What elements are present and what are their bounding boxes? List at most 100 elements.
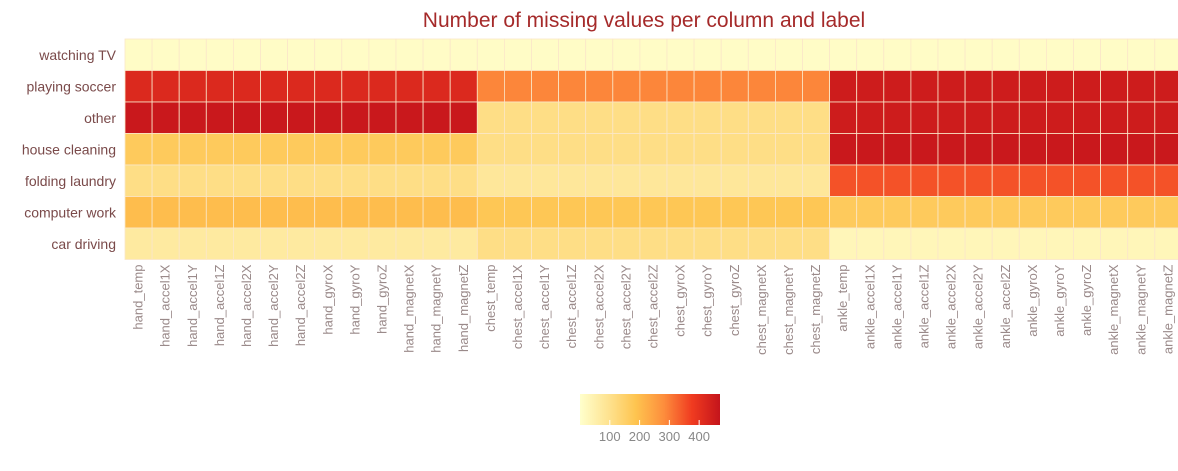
column-label: chest_accel1Y	[537, 264, 552, 349]
heatmap-cell	[124, 70, 153, 103]
heatmap-cell	[1127, 38, 1156, 71]
heatmap-cell	[314, 101, 343, 134]
heatmap-cell	[260, 101, 289, 134]
column-label: chest_accel1X	[510, 264, 525, 349]
heatmap-cell	[422, 70, 451, 103]
heatmap-cell	[341, 101, 370, 134]
heatmap-cell	[205, 227, 234, 260]
column-label: hand_gyroX	[320, 264, 335, 334]
heatmap-cell	[829, 38, 858, 71]
heatmap-cell	[1018, 164, 1047, 197]
heatmap-cell	[829, 101, 858, 134]
heatmap-cell	[693, 101, 722, 134]
heatmap-cell	[476, 38, 505, 71]
heatmap-cell	[585, 101, 614, 134]
heatmap-cell	[585, 70, 614, 103]
heatmap-cell	[693, 164, 722, 197]
heatmap-cell	[368, 101, 397, 134]
column-label: ankle_magnetY	[1133, 264, 1148, 355]
heatmap-cell	[693, 38, 722, 71]
heatmap-cell	[666, 227, 695, 260]
column-label: hand_accel2X	[239, 264, 254, 347]
heatmap-cell	[666, 70, 695, 103]
heatmap-cell	[775, 38, 803, 71]
heatmap-cell	[558, 38, 587, 71]
row-label: house cleaning	[22, 141, 116, 157]
heatmap-cell	[503, 133, 532, 166]
heatmap-cell	[1046, 101, 1074, 134]
heatmap-cell	[910, 164, 939, 197]
heatmap-cell	[883, 101, 912, 134]
heatmap-cell	[1018, 38, 1047, 71]
heatmap-cell	[232, 133, 261, 166]
heatmap-cell	[747, 133, 776, 166]
heatmap-cell	[151, 38, 180, 71]
heatmap-cell	[1018, 227, 1047, 260]
heatmap-cell	[178, 70, 207, 103]
heatmap-cell	[314, 38, 343, 71]
heatmap-cell	[531, 196, 560, 229]
heatmap-cell	[124, 196, 153, 229]
heatmap-cell	[205, 164, 234, 197]
column-label: ankle_accel2Y	[971, 264, 986, 349]
heatmap-cell	[1073, 101, 1102, 134]
heatmap-cell	[720, 133, 749, 166]
heatmap-cell	[1073, 227, 1102, 260]
heatmap-cell	[476, 164, 505, 197]
heatmap-cell	[964, 101, 993, 134]
heatmap-cell	[178, 101, 207, 134]
heatmap-cell	[612, 196, 641, 229]
heatmap-cell	[178, 164, 207, 197]
heatmap-cell	[449, 70, 478, 103]
heatmap-cell	[639, 133, 668, 166]
heatmap-cell	[151, 133, 180, 166]
heatmap-cell	[612, 227, 641, 260]
heatmap-cell	[341, 196, 370, 229]
heatmap-cell	[341, 133, 370, 166]
heatmap-cell	[856, 133, 885, 166]
heatmap-cell	[856, 227, 885, 260]
column-label: chest_magnetX	[754, 264, 769, 355]
column-label: hand_magnetX	[402, 264, 417, 353]
heatmap-cell	[1046, 227, 1074, 260]
heatmap-cell	[124, 164, 153, 197]
heatmap-cell	[1127, 196, 1156, 229]
heatmap-cell	[476, 133, 505, 166]
heatmap-cell	[314, 164, 343, 197]
heatmap-cell	[1127, 227, 1156, 260]
heatmap-cell	[503, 70, 532, 103]
heatmap-cell	[449, 101, 478, 134]
heatmap-cell	[910, 70, 939, 103]
heatmap-cell	[287, 70, 316, 103]
heatmap-cell	[1100, 101, 1129, 134]
heatmap-cell	[991, 38, 1020, 71]
heatmap-cell	[775, 196, 803, 229]
column-label: hand_accel2Z	[293, 264, 308, 346]
heatmap-cell	[287, 133, 316, 166]
heatmap-cell	[178, 227, 207, 260]
colorbar-tick-label: 400	[688, 429, 710, 444]
heatmap-cell	[476, 70, 505, 103]
heatmap-cell	[1100, 227, 1129, 260]
heatmap-cell	[856, 164, 885, 197]
heatmap-cell	[1154, 196, 1178, 229]
heatmap-cell	[422, 38, 451, 71]
column-label: hand_temp	[131, 265, 146, 330]
heatmap-cell	[802, 101, 831, 134]
heatmap-cell	[1018, 70, 1047, 103]
heatmap-cell	[991, 227, 1020, 260]
heatmap-cell	[1154, 164, 1178, 197]
heatmap-cell	[124, 38, 153, 71]
heatmap-cell	[802, 70, 831, 103]
heatmap-cell	[1073, 38, 1102, 71]
row-labels: watching TV playing soccer other house clea…	[22, 47, 117, 252]
heatmap-cell	[612, 70, 641, 103]
heatmap-cell	[964, 38, 993, 71]
heatmap-cell	[368, 196, 397, 229]
heatmap-cell	[395, 133, 424, 166]
heatmap-cell	[612, 101, 641, 134]
heatmap-cell	[856, 70, 885, 103]
heatmap-cell	[422, 196, 451, 229]
heatmap-cell	[747, 101, 776, 134]
